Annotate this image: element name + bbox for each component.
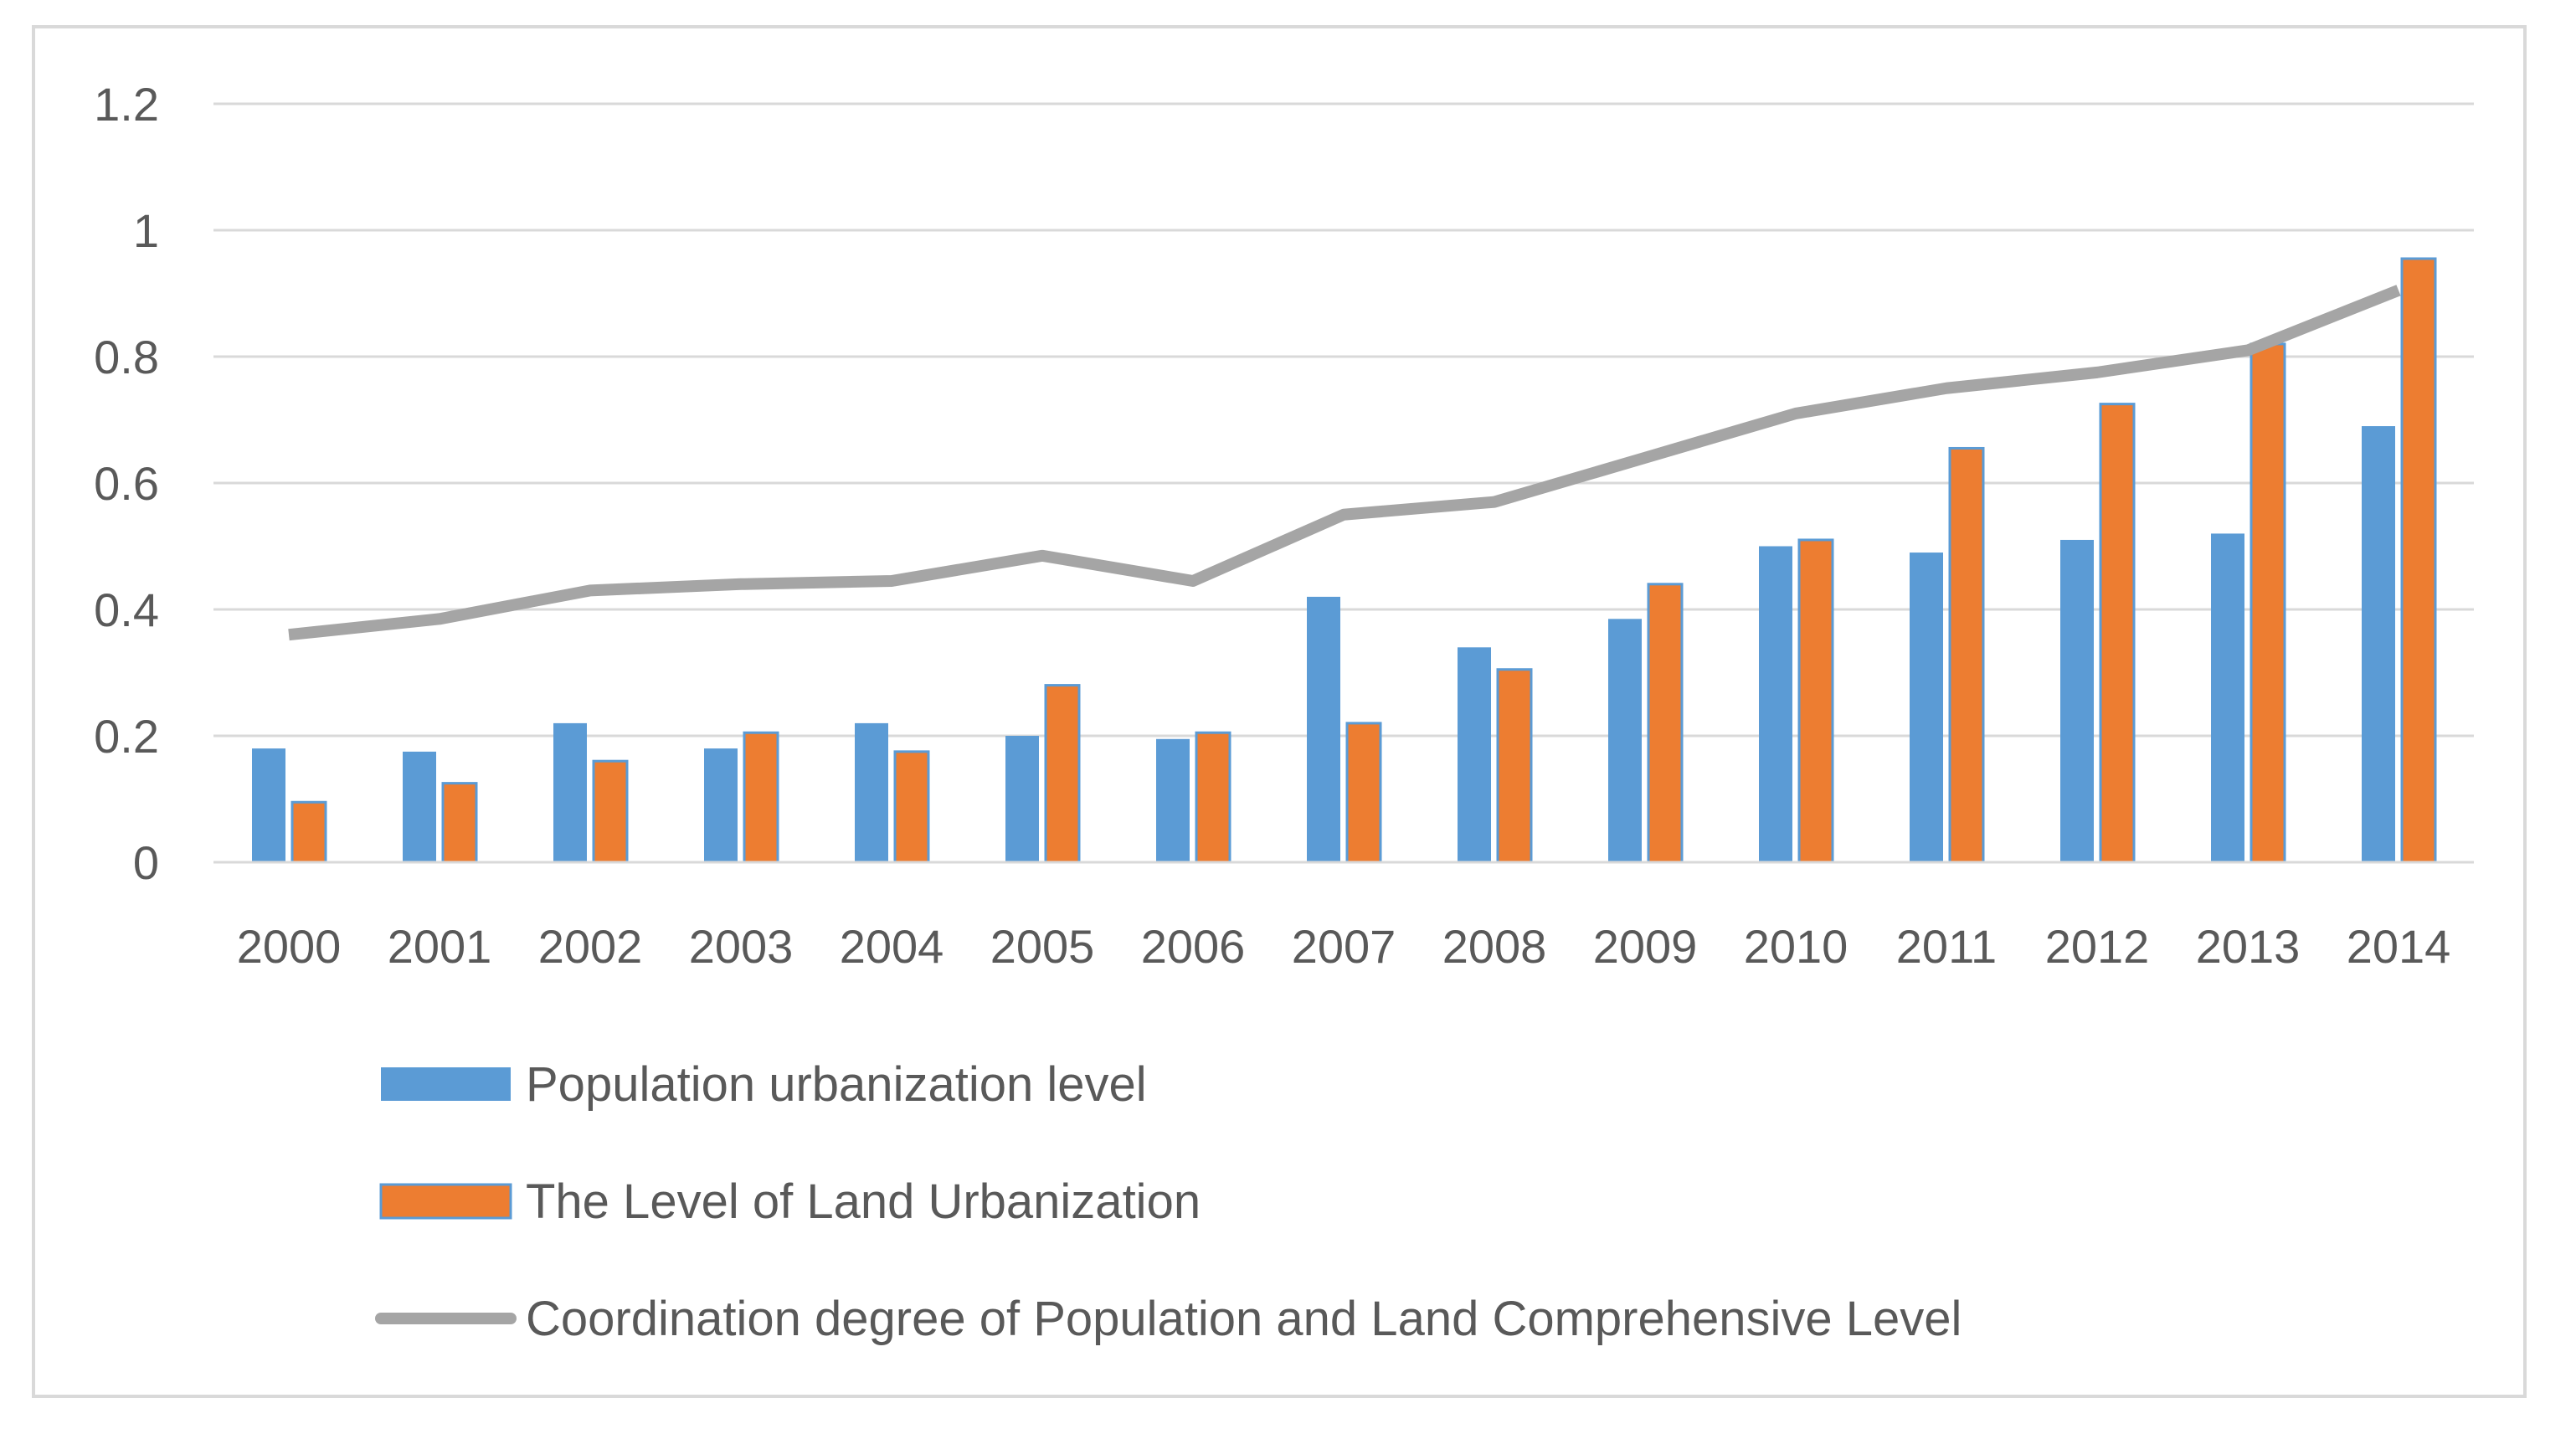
land-bar-2005 [1044,684,1081,864]
bars [252,257,2437,864]
population-bar-2014 [2362,426,2395,862]
land-bar-2006 [1195,731,1231,864]
population-bar-2007 [1307,596,1340,862]
land-bar-2007 [1345,722,1382,864]
x-tick-label: 2003 [689,920,794,973]
population-bar-2006 [1156,738,1190,862]
population-bar-2009 [1608,619,1642,862]
legend-label: The Level of Land Urbanization [526,1174,1201,1229]
y-tick-label: 0.6 [94,457,159,510]
y-tick-label: 0.4 [94,583,159,636]
y-tick-label: 0 [133,836,159,889]
x-tick-label: 2007 [1292,920,1396,973]
population-bar-2001 [403,751,436,862]
population-bar-2004 [855,722,888,862]
x-tick-label: 2005 [990,920,1095,973]
land-bar-2010 [1797,538,1834,864]
population-bar-2000 [252,748,285,862]
population-bar-2010 [1759,546,1792,862]
population-bar-2011 [1910,553,1943,862]
x-tick-label: 2008 [1442,920,1547,973]
y-tick-label: 1 [133,204,159,257]
x-axis-ticks: 2000 2001 2002 2003 2004 2005 2006 2007 2008 2009… [213,861,2474,973]
population-bar-2002 [553,722,587,862]
land-bar-2003 [743,731,779,864]
population-bar-2013 [2211,533,2244,862]
land-bar-2012 [2099,403,2136,864]
land-bar-2004 [893,750,930,864]
legend-swatch-land [379,1183,512,1220]
legend: Population urbanization level The Level o… [375,1057,1962,1346]
legend-swatch-population [381,1067,511,1101]
x-tick-label: 2010 [1744,920,1848,973]
land-bar-2011 [1948,446,1985,864]
legend-label: Coordination degree of Population and La… [526,1292,1962,1346]
x-tick-label: 2002 [538,920,643,973]
x-tick-label: 2013 [2196,920,2301,973]
y-axis-ticks: 0 0.2 0.4 0.6 0.8 1 1.2 [94,78,159,889]
x-tick-label: 2001 [388,920,492,973]
population-bar-2008 [1458,647,1491,862]
land-bar-2014 [2400,257,2437,864]
land-bar-2008 [1496,668,1533,864]
land-bar-2001 [441,782,478,864]
population-bar-2003 [704,748,738,862]
y-tick-label: 1.2 [94,78,159,131]
coordination-series-line [288,285,2401,641]
x-tick-label: 2014 [2347,920,2451,973]
land-bar-2002 [592,759,629,864]
land-bar-2000 [291,800,327,864]
legend-label: Population urbanization level [526,1057,1147,1112]
population-bar-2012 [2060,539,2094,862]
x-tick-label: 2012 [2045,920,2150,973]
x-tick-label: 2004 [840,920,944,973]
land-bar-2009 [1647,583,1684,864]
x-tick-label: 2009 [1593,920,1698,973]
coordination-line [288,285,2401,641]
land-bar-2013 [2250,342,2286,864]
population-bar-2005 [1005,736,1039,862]
x-tick-label: 2000 [237,920,342,973]
y-tick-label: 0.2 [94,710,159,763]
x-tick-label: 2006 [1141,920,1246,973]
y-tick-label: 0.8 [94,331,159,383]
x-tick-label: 2011 [1896,920,1997,973]
